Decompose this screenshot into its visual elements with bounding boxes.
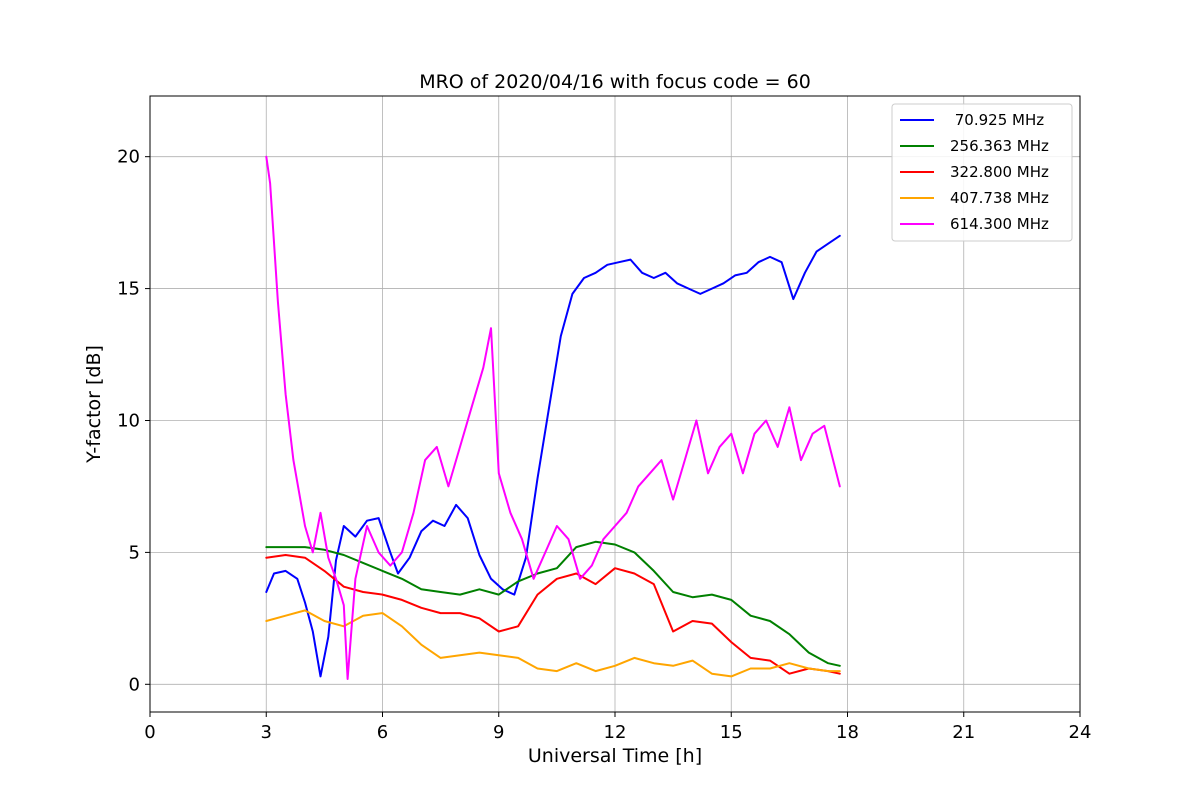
series-line [265, 609, 841, 678]
series-line [265, 234, 841, 678]
y-tick-label: 20 [117, 147, 140, 168]
x-tick-label: 15 [720, 722, 743, 743]
legend-entry: 70.925 MHz [950, 111, 1044, 129]
x-tick-label: 0 [144, 722, 155, 743]
y-tick-label: 10 [117, 410, 140, 431]
legend-entry: 407.738 MHz [950, 189, 1049, 207]
legend: 70.925 MHz 256.363 MHz 322.800 MHz 407.738 … [891, 103, 1073, 242]
x-tick-label: 21 [952, 722, 975, 743]
legend-box [891, 103, 1073, 242]
x-tick-label: 9 [493, 722, 504, 743]
series-line [265, 155, 841, 680]
y-tick-label: 0 [129, 674, 140, 695]
legend-entry: 322.800 MHz [950, 163, 1049, 181]
x-tick-label: 24 [1069, 722, 1092, 743]
chart-title: MRO of 2020/04/16 with focus code = 60 [419, 71, 811, 93]
legend-entry: 614.300 MHz [950, 215, 1049, 233]
legend-entry: 256.363 MHz [950, 137, 1049, 155]
y-tick-label: 5 [129, 542, 140, 563]
x-tick-label: 6 [377, 722, 388, 743]
series-line [265, 540, 841, 667]
x-axis: 0 3 6 9 12 15 18 21 24 [144, 712, 1091, 743]
x-tick-label: 18 [836, 722, 859, 743]
y-axis-label: Y-factor [dB] [83, 345, 105, 464]
x-tick-label: 12 [604, 722, 627, 743]
y-axis: 0 5 10 15 20 [117, 147, 150, 695]
y-tick-label: 15 [117, 279, 140, 300]
x-axis-label: Universal Time [h] [528, 745, 702, 767]
plot-area [265, 155, 841, 680]
x-tick-label: 3 [261, 722, 272, 743]
series-line [265, 554, 841, 675]
